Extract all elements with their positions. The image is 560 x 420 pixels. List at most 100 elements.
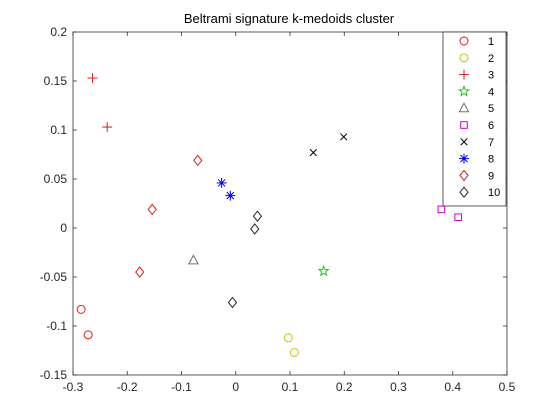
x-axis: -0.3 -0.2 -0.1 0 0.1 0.2 0.3 0.4 0.5 [63,32,516,394]
x-tick-label: 0.3 [390,380,407,394]
data-point [437,205,446,214]
legend-item: 8 [459,153,494,166]
data-point [193,154,203,167]
plot-area [72,31,508,376]
data-point-stroke [217,179,226,187]
data-point [188,254,199,265]
data-point [227,296,238,309]
legend-item: 6 [460,120,494,132]
series-10 [227,210,263,309]
legend-item: 3 [459,69,494,82]
series-1 [76,304,93,340]
data-point-shape [188,254,199,265]
x-tick-label: 0 [232,380,239,394]
legend-marker-shape [459,53,469,63]
legend-label: 6 [488,120,494,132]
legend-marker-shape [459,36,469,46]
data-point [317,264,330,277]
legend-label: 2 [488,53,494,65]
legend-marker [458,102,470,113]
data-point-shape [289,347,299,357]
x-tick-label: 0.4 [444,380,461,394]
legend-marker-shape [458,102,470,113]
data-point-shape [283,333,293,343]
data-point-shape [193,154,203,167]
legend-marker [459,69,469,80]
legend-marker-shape [457,84,471,97]
chart-title: Beltrami signature k-medoids cluster [184,11,395,26]
data-point [87,73,98,84]
legend-label: 9 [488,170,494,182]
series-7 [309,133,348,157]
x-tick-label: 0.2 [336,380,353,394]
data-point-shape [437,205,446,214]
data-point [225,190,236,201]
legend-label: 3 [488,70,494,82]
legend-marker [459,153,469,164]
series-2 [283,333,299,357]
data-point-stroke [340,133,348,141]
data-point [454,213,462,222]
legend-marker [459,186,469,199]
data-point-stroke [226,191,235,200]
data-point [216,177,227,188]
data-point-shape [135,266,145,278]
legend-marker-shape [459,186,469,199]
data-point-shape [252,210,263,223]
x-tick-label: 0.5 [499,380,516,394]
data-point [289,347,299,357]
y-tick-label: 0.15 [44,74,68,88]
series-8 [216,177,236,201]
legend-item: 4 [457,84,494,98]
data-point [340,133,348,141]
series-6 [437,205,462,222]
data-point [76,304,86,314]
legend-marker [459,36,469,46]
legend-label: 4 [488,86,494,98]
data-point [250,223,260,235]
y-tick-label: -0.15 [40,368,68,382]
data-points [76,73,462,357]
series-4 [317,264,330,277]
legend-marker [457,84,471,97]
legend-marker-stroke [460,138,468,146]
data-point-shape [317,264,330,277]
data-point [102,122,113,133]
y-tick-label: -0.1 [46,319,67,333]
y-tick-label: 0.2 [50,25,67,39]
data-point [252,210,263,223]
legend-item: 7 [460,137,494,149]
legend-item: 9 [459,169,494,182]
legend-label: 5 [488,103,494,115]
y-tick-label: -0.05 [40,270,68,284]
legend-marker-stroke [460,154,468,163]
data-point [135,266,145,278]
y-tick-label: 0 [60,221,67,235]
y-tick-label: 0.05 [44,172,68,186]
series-5 [188,254,199,265]
legend-item: 10 [459,186,500,199]
data-point [147,203,157,216]
series-3 [87,73,113,133]
legend-marker [459,169,469,182]
x-tick-label: -0.1 [171,380,192,394]
data-point [283,333,293,343]
legend-label: 8 [488,154,494,166]
legend-box [442,31,507,207]
legend: 1 2 3 4 5 6 7 8 9 10 [442,31,507,207]
legend-label: 1 [488,36,494,48]
data-point-shape [147,203,157,216]
data-point-shape [227,296,238,309]
x-tick-label: -0.3 [63,380,84,394]
legend-marker-shape [460,121,468,129]
data-point-shape [76,304,86,314]
data-point-shape [83,330,93,340]
legend-marker [460,121,468,129]
legend-label: 7 [488,137,494,149]
legend-item: 2 [459,53,494,65]
data-point-stroke [309,148,317,157]
data-point-shape [454,213,462,222]
legend-item: 5 [458,102,494,115]
x-tick-label: -0.2 [117,380,138,394]
